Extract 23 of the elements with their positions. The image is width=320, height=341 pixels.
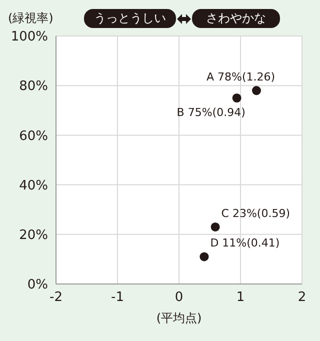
y-axis-title: (緑視率) bbox=[8, 10, 54, 27]
annotation: D 11%(0.41) bbox=[210, 236, 280, 250]
y-tick-label: 100% bbox=[10, 30, 48, 45]
x-axis-title: (平均点) bbox=[156, 311, 202, 325]
y-tick-label: 40% bbox=[19, 178, 48, 194]
x-tick-label: 0 bbox=[174, 290, 184, 306]
x-tick-label: 1 bbox=[236, 290, 245, 306]
text: うっとうしい bbox=[84, 9, 176, 28]
x-tick-label: -1 bbox=[111, 290, 124, 306]
y-tick-label: 20% bbox=[19, 228, 48, 244]
x-tick-label: 2 bbox=[298, 290, 306, 306]
annotation: B 75%(0.94) bbox=[176, 106, 246, 119]
y-tick-label: 0% bbox=[27, 278, 48, 293]
x-tick-label: -2 bbox=[50, 290, 62, 306]
annotation: A 78%(1.26) bbox=[206, 70, 276, 84]
point bbox=[252, 86, 262, 96]
point bbox=[232, 93, 242, 103]
point bbox=[200, 252, 209, 262]
annotation: C 23%(0.59) bbox=[221, 206, 290, 220]
y-tick-label: 60% bbox=[19, 128, 48, 144]
text: さわやかな bbox=[192, 9, 280, 28]
point bbox=[210, 222, 220, 232]
y-tick-label: 80% bbox=[19, 79, 48, 94]
